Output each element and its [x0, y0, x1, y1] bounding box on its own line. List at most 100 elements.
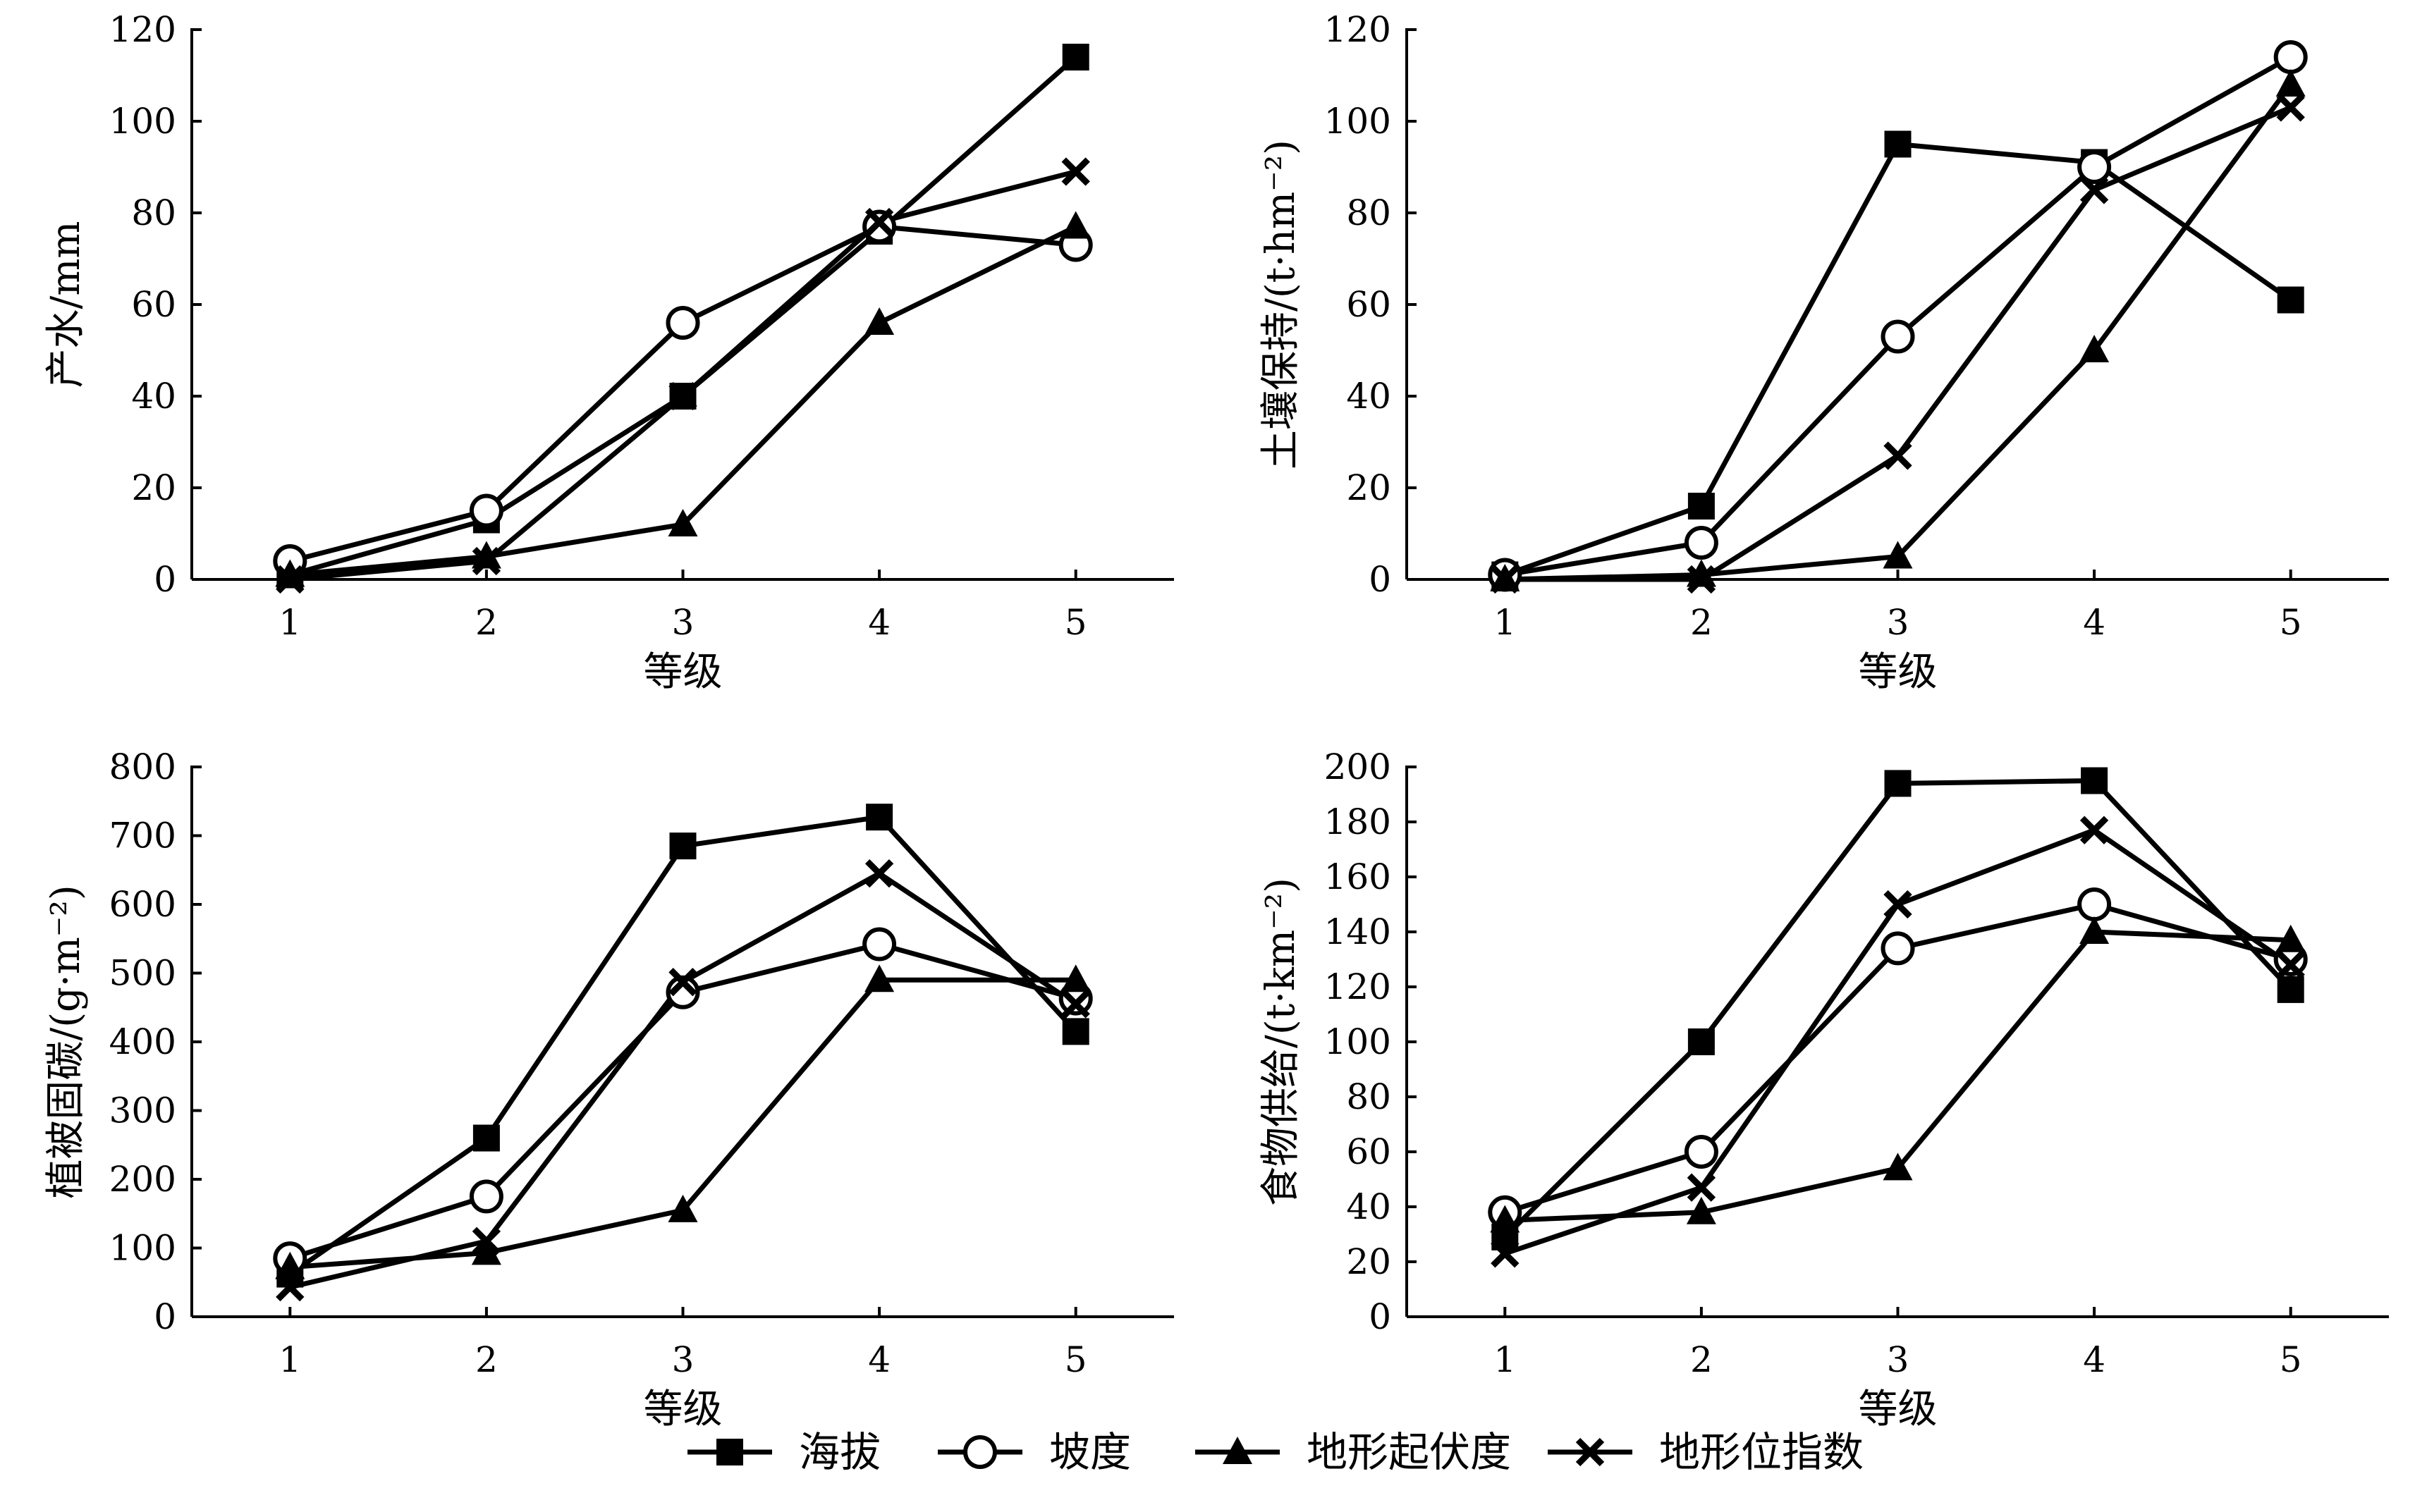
- x-tick-label: 4: [2083, 602, 2105, 643]
- data-point: [2276, 93, 2305, 122]
- data-point: [2081, 767, 2108, 794]
- data-point: [276, 565, 305, 594]
- data-point: [472, 1227, 501, 1255]
- data-point: [1062, 1018, 1089, 1045]
- data-point: [2273, 40, 2308, 74]
- series-markers-square: [1491, 130, 2304, 589]
- y-tick-label: 20: [1346, 1241, 1391, 1282]
- legend-label: 地形起伏度: [1307, 1428, 1511, 1476]
- data-point: [1490, 1205, 1520, 1233]
- data-point: [275, 559, 305, 587]
- y-tick-label: 140: [1324, 911, 1391, 952]
- legend-marker-triangle: [1223, 1437, 1252, 1464]
- data-point: [2077, 150, 2112, 184]
- x-tick-label: 3: [672, 1339, 695, 1380]
- series-markers-triangle: [275, 211, 1091, 587]
- x-tick-label: 4: [868, 602, 891, 643]
- y-tick-label: 80: [131, 192, 176, 233]
- y-tick-label: 100: [1324, 1021, 1391, 1062]
- legend-marker-circle: [963, 1435, 997, 1469]
- data-point: [2079, 916, 2110, 944]
- x-tick-label: 3: [672, 602, 695, 643]
- data-point: [1684, 526, 1718, 560]
- y-tick-label: 500: [109, 953, 176, 994]
- series-markers-triangle: [1490, 916, 2306, 1233]
- data-point: [864, 207, 894, 237]
- series-markers-circle: [1488, 40, 2308, 592]
- y-tick-label: 160: [1324, 856, 1391, 897]
- y-tick-label: 40: [1346, 1186, 1391, 1227]
- y-tick-label: 80: [1346, 192, 1391, 233]
- y-tick-label: 200: [109, 1159, 176, 1200]
- y-tick-label: 800: [109, 746, 176, 787]
- data-point: [862, 209, 897, 244]
- y-tick-label: 200: [1324, 746, 1391, 787]
- data-point: [1060, 964, 1091, 992]
- x-tick-label: 2: [1690, 1339, 1713, 1380]
- x-tick-label: 3: [1887, 602, 1909, 643]
- y-tick-label: 0: [154, 559, 176, 600]
- data-point: [2079, 176, 2109, 204]
- chart-panel-4: 0 20 40 60 80 100 120 140 160 180 200 1 2 3 4 5 等级 食物供给/(…: [1258, 746, 2389, 1432]
- legend-marker-square: [716, 1439, 743, 1465]
- data-point: [668, 509, 698, 536]
- data-point: [275, 1251, 305, 1279]
- x-axis-label: 等级: [1859, 1387, 1938, 1432]
- data-point: [2277, 976, 2304, 1003]
- x-tick-label: 5: [1065, 602, 1087, 643]
- data-point: [1883, 541, 1913, 569]
- y-tick-label: 700: [109, 816, 176, 856]
- y-tick-label: 600: [109, 884, 176, 925]
- y-tick-label: 40: [131, 376, 176, 417]
- data-point: [1881, 319, 1915, 354]
- y-tick-label: 100: [1324, 101, 1391, 142]
- y-axis-label: 食物供给/(t·km⁻²): [1258, 878, 1304, 1206]
- x-tick-label: 2: [475, 602, 498, 643]
- series-markers-x: [1491, 93, 2305, 594]
- legend-item-circle: 坡度: [938, 1428, 1131, 1476]
- data-point: [1881, 931, 1915, 966]
- x-tick-label: 1: [279, 602, 301, 643]
- y-tick-label: 0: [1369, 1296, 1391, 1337]
- y-tick-label: 60: [131, 284, 176, 325]
- data-point: [472, 1124, 500, 1152]
- legend-label: 海拔: [799, 1428, 881, 1476]
- data-point: [1684, 1135, 1718, 1169]
- x-axis-label: 等级: [644, 649, 723, 695]
- data-point: [1687, 1028, 1715, 1055]
- series-line-triangle: [290, 977, 1076, 1270]
- data-point: [864, 859, 894, 888]
- data-point: [668, 967, 697, 997]
- series-line-x: [1504, 828, 2292, 1256]
- x-tick-label: 2: [1690, 602, 1713, 643]
- data-point: [1883, 1153, 1913, 1181]
- legend-item-x: 地形位指数: [1548, 1428, 1864, 1476]
- data-point: [469, 493, 503, 528]
- y-axis-label: 土壤保持/(t·hm⁻²): [1258, 140, 1304, 469]
- data-point: [666, 975, 700, 1009]
- data-point: [1687, 565, 1716, 594]
- data-point: [669, 832, 697, 860]
- data-point: [471, 541, 501, 569]
- data-point: [1062, 44, 1089, 70]
- data-point: [2275, 69, 2306, 97]
- data-point: [1686, 559, 1716, 587]
- data-point: [2077, 887, 2112, 921]
- data-point: [1491, 565, 1520, 594]
- legend-label: 地形位指数: [1659, 1428, 1864, 1476]
- data-point: [472, 546, 501, 576]
- y-tick-label: 300: [109, 1090, 176, 1131]
- x-tick-label: 1: [279, 1339, 301, 1380]
- data-point: [666, 306, 700, 340]
- x-tick-label: 4: [2083, 1339, 2105, 1380]
- data-point: [1491, 1239, 1520, 1268]
- legend-item-triangle: 地形起伏度: [1195, 1428, 1511, 1476]
- y-tick-label: 120: [1324, 9, 1391, 50]
- data-point: [2275, 924, 2306, 952]
- y-tick-label: 0: [154, 1296, 176, 1337]
- y-axis-label: 植被固碳/(g·m⁻²): [43, 885, 89, 1198]
- legend-label: 坡度: [1049, 1428, 1131, 1476]
- series-markers-x: [276, 157, 1090, 594]
- data-point: [864, 307, 895, 335]
